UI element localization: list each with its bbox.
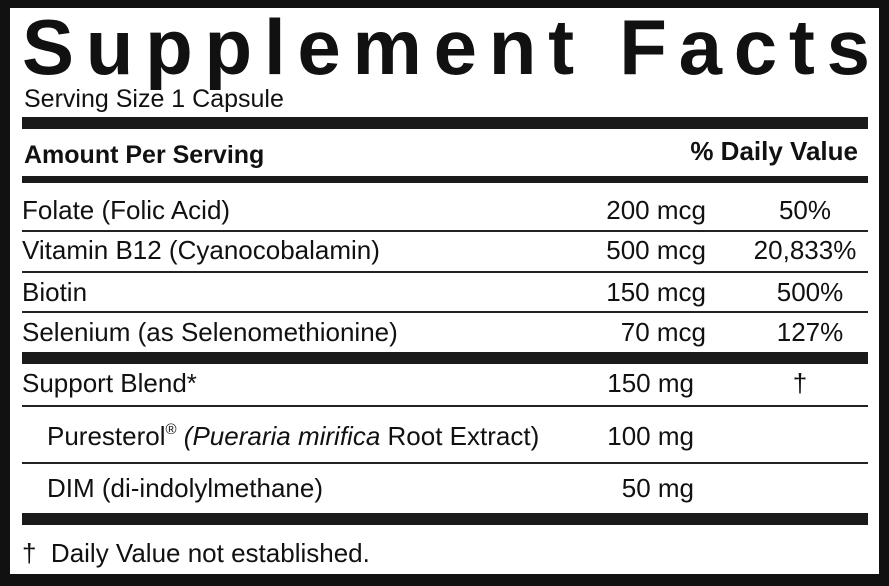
row-divider [22, 462, 868, 464]
footnote: † Daily Value not established. [22, 538, 370, 568]
blend-ingredient: Puresterol® (Pueraria mirifica Root Extr… [47, 421, 539, 451]
nutrient-amount: 70 mcg [620, 317, 706, 347]
border-top [0, 0, 889, 8]
divider-thick [22, 513, 868, 525]
ingredient-name: Puresterol [47, 421, 166, 451]
nutrient-amount: 200 mcg [606, 195, 706, 225]
nutrient-name: Vitamin B12 (Cyanocobalamin) [22, 235, 380, 265]
divider-thick [22, 352, 868, 364]
row-divider [22, 405, 868, 407]
footnote-text: Daily Value not established. [50, 538, 370, 568]
nutrient-amount: 150 mcg [606, 277, 706, 307]
nutrient-name: Selenium (as Selenomethionine) [22, 317, 398, 347]
daily-value-header: % Daily Value [690, 136, 858, 166]
row-divider [22, 311, 868, 313]
divider-medium [22, 176, 868, 183]
nutrient-name: Folate (Folic Acid) [22, 195, 231, 225]
blend-dv: † [792, 368, 808, 398]
divider-thick [22, 117, 868, 129]
border-bottom [0, 574, 889, 586]
amount-per-serving-header: Amount Per Serving [24, 141, 265, 169]
border-right [879, 0, 889, 586]
nutrient-amount: 500 mcg [606, 235, 706, 265]
nutrient-name: Biotin [22, 277, 88, 307]
blend-amount: 150 mg [607, 368, 694, 398]
registered-mark: ® [165, 421, 177, 438]
row-divider [22, 271, 868, 273]
border-left [0, 0, 10, 586]
dagger-symbol: † [22, 538, 37, 568]
nutrient-dv: 127% [776, 317, 844, 347]
ingredient-amount: 50 mg [621, 473, 694, 503]
nutrient-dv: 50% [778, 195, 832, 225]
blend-name: Support Blend* [22, 368, 197, 398]
row-divider [22, 230, 868, 232]
label-title: Supplement Facts [22, 3, 882, 91]
nutrient-dv: 500% [776, 277, 844, 307]
ingredient-amount: 100 mg [607, 421, 694, 451]
blend-ingredient: DIM (di-indolylmethane) [47, 473, 323, 503]
ingredient-latin-name: (Pueraria mirifica [183, 421, 381, 451]
serving-size: Serving Size 1 Capsule [24, 85, 284, 113]
ingredient-part: Root Extract) [380, 421, 540, 451]
nutrient-dv: 20,833% [753, 235, 857, 265]
